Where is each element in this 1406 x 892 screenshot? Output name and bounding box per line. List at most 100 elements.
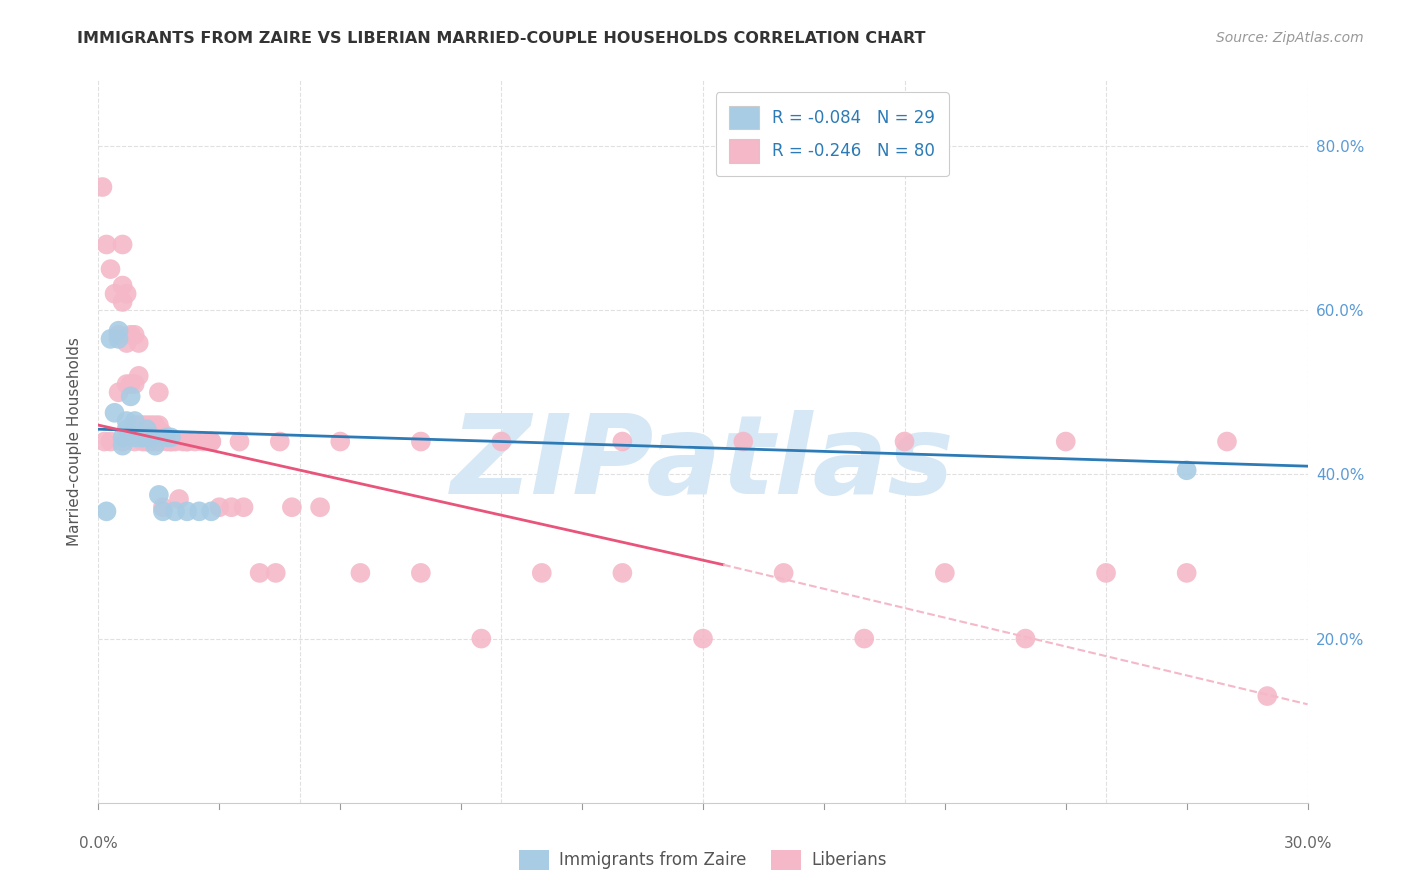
Point [120,377,142,392]
Point [111,430,134,444]
Point [612,566,634,580]
Point [143,418,166,433]
Point [128,430,150,444]
Point [1256,689,1278,703]
Point [115,286,138,301]
Point [853,632,876,646]
Point [124,377,146,392]
Point [132,434,155,449]
Point [111,278,134,293]
Point [135,422,157,436]
Point [135,418,157,433]
Point [893,434,915,449]
Point [160,430,183,444]
Point [135,434,157,449]
Point [124,327,146,342]
Point [124,434,146,449]
Point [1175,463,1198,477]
Point [188,504,211,518]
Point [100,332,122,346]
Point [93,434,115,449]
Point [264,566,287,580]
Point [139,430,162,444]
Point [152,500,174,515]
Legend: R = -0.084   N = 29, R = -0.246   N = 80: R = -0.084 N = 29, R = -0.246 N = 80 [716,92,949,176]
Point [934,566,956,580]
Point [120,389,142,403]
Point [160,434,183,449]
Point [128,418,150,433]
Point [128,368,150,383]
Point [111,295,134,310]
Point [156,430,179,444]
Point [1175,566,1198,580]
Y-axis label: Married-couple Households: Married-couple Households [66,337,82,546]
Point [148,434,170,449]
Point [163,434,186,449]
Point [232,500,254,515]
Point [148,488,170,502]
Point [111,237,134,252]
Point [184,434,207,449]
Point [91,180,114,194]
Point [139,434,162,449]
Point [1054,434,1077,449]
Point [733,434,755,449]
Point [409,434,432,449]
Point [1095,566,1118,580]
Point [135,430,157,444]
Text: ZIPatlas: ZIPatlas [451,409,955,516]
Point [329,434,352,449]
Point [200,434,222,449]
Point [148,418,170,433]
Point [96,237,118,252]
Point [1216,434,1239,449]
Point [103,406,125,420]
Point [692,632,714,646]
Point [132,418,155,433]
Point [139,430,162,444]
Point [249,566,271,580]
Point [200,434,222,449]
Point [176,434,198,449]
Point [152,426,174,441]
Text: 30.0%: 30.0% [1284,836,1331,851]
Point [176,434,198,449]
Point [530,566,553,580]
Point [143,439,166,453]
Point [100,262,122,277]
Point [107,324,129,338]
Point [128,336,150,351]
Point [148,385,170,400]
Point [115,414,138,428]
Point [1014,632,1036,646]
Text: 0.0%: 0.0% [79,836,118,851]
Point [115,336,138,351]
Point [309,500,332,515]
Point [167,491,190,506]
Point [107,385,129,400]
Point [124,418,146,433]
Point [156,434,179,449]
Point [208,500,231,515]
Point [139,418,162,433]
Point [491,434,513,449]
Point [143,434,166,449]
Text: Source: ZipAtlas.com: Source: ZipAtlas.com [1216,31,1364,45]
Point [132,430,155,444]
Point [152,504,174,518]
Point [115,422,138,436]
Point [124,414,146,428]
Point [349,566,371,580]
Point [193,434,215,449]
Legend: Immigrants from Zaire, Liberians: Immigrants from Zaire, Liberians [512,843,894,877]
Point [107,332,129,346]
Point [135,434,157,449]
Point [107,327,129,342]
Point [100,434,122,449]
Point [772,566,794,580]
Point [221,500,243,515]
Point [111,439,134,453]
Point [228,434,250,449]
Point [124,430,146,444]
